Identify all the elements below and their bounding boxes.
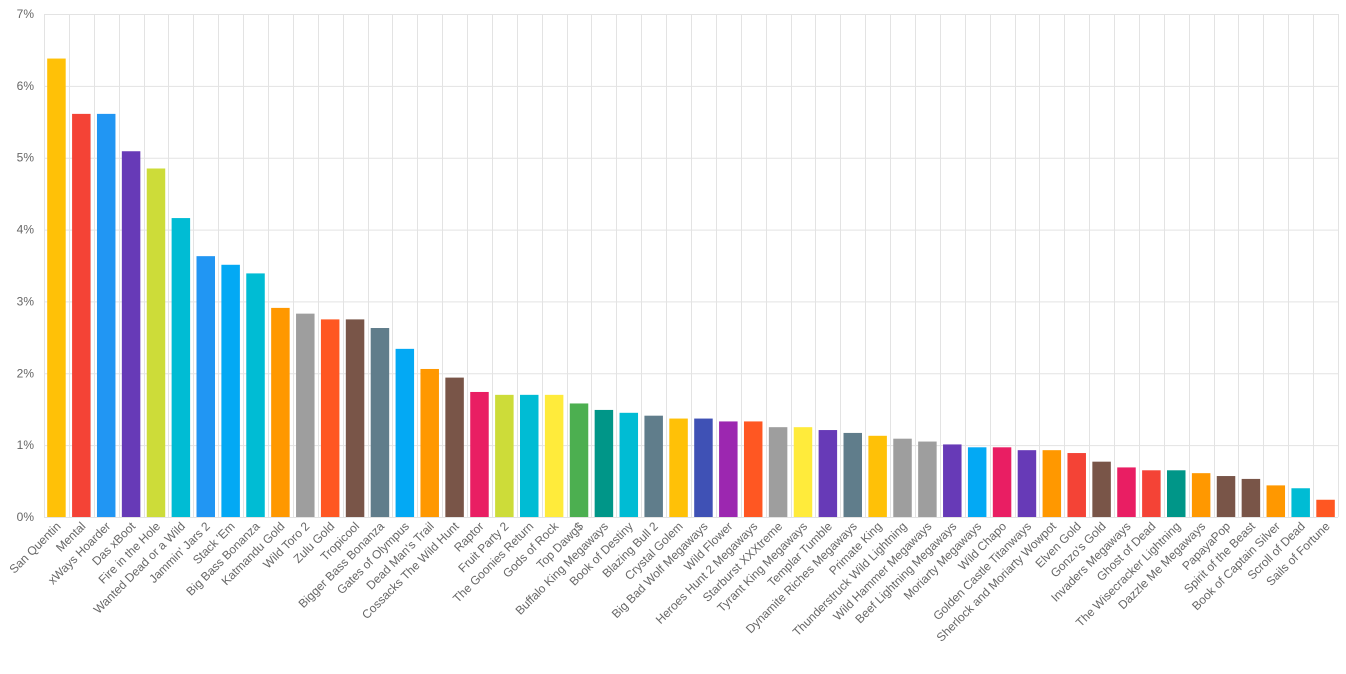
- bar: [96, 113, 116, 517]
- bar: [768, 427, 788, 517]
- bar: [495, 394, 514, 517]
- y-tick-label: 6%: [17, 79, 35, 93]
- bar: [943, 444, 962, 517]
- bar: [644, 415, 663, 517]
- bar: [1042, 450, 1062, 517]
- bar: [47, 58, 66, 518]
- bar: [1092, 461, 1111, 517]
- bar: [221, 264, 240, 517]
- bar: [296, 313, 315, 517]
- grid-layer: [44, 14, 1339, 518]
- bar: [246, 273, 265, 517]
- bar: [1117, 467, 1136, 517]
- bar: [1316, 499, 1335, 517]
- bar: [1191, 473, 1211, 517]
- bar: [1067, 453, 1086, 517]
- bar: [992, 447, 1012, 517]
- bar: [146, 168, 166, 517]
- bar: [196, 256, 215, 517]
- bar: [445, 377, 464, 517]
- bar: [793, 427, 813, 517]
- y-tick-label: 3%: [17, 294, 35, 308]
- bar: [719, 421, 738, 517]
- bar: [345, 319, 365, 517]
- bar: [1142, 470, 1161, 517]
- y-axis: 0% 1% 2% 3% 4% 5% 6% 7%: [17, 7, 35, 524]
- y-tick-label: 7%: [17, 7, 35, 21]
- bar: [370, 328, 390, 517]
- bar: [470, 391, 489, 517]
- bar: [893, 438, 912, 517]
- bar: [121, 151, 141, 518]
- bar: [967, 447, 987, 517]
- bar: [420, 368, 439, 517]
- bar: [271, 307, 290, 517]
- bars-layer: [47, 58, 1335, 518]
- y-tick-label: 4%: [17, 223, 35, 237]
- bar: [569, 403, 589, 517]
- y-tick-label: 1%: [17, 438, 35, 452]
- bar: [1167, 470, 1186, 517]
- bar: [320, 319, 340, 517]
- bar: [171, 218, 191, 517]
- bar: [619, 412, 639, 517]
- y-tick-label: 5%: [17, 151, 35, 165]
- bar: [918, 441, 937, 517]
- bar: [818, 430, 838, 517]
- bar: [72, 113, 91, 517]
- bar: [669, 418, 688, 517]
- y-tick-label: 0%: [17, 510, 35, 524]
- bar: [594, 409, 614, 517]
- bar: [1241, 478, 1261, 517]
- bar: [520, 394, 539, 517]
- bar: [1291, 488, 1310, 517]
- bar: [1266, 485, 1286, 517]
- bar: [843, 432, 862, 517]
- y-tick-label: 2%: [17, 366, 35, 380]
- bar: [694, 418, 713, 517]
- bar: [868, 435, 887, 517]
- bar: [743, 421, 763, 517]
- bar: [544, 394, 564, 517]
- bar: [395, 348, 415, 517]
- bar: [1216, 476, 1236, 517]
- bar: [1017, 450, 1037, 517]
